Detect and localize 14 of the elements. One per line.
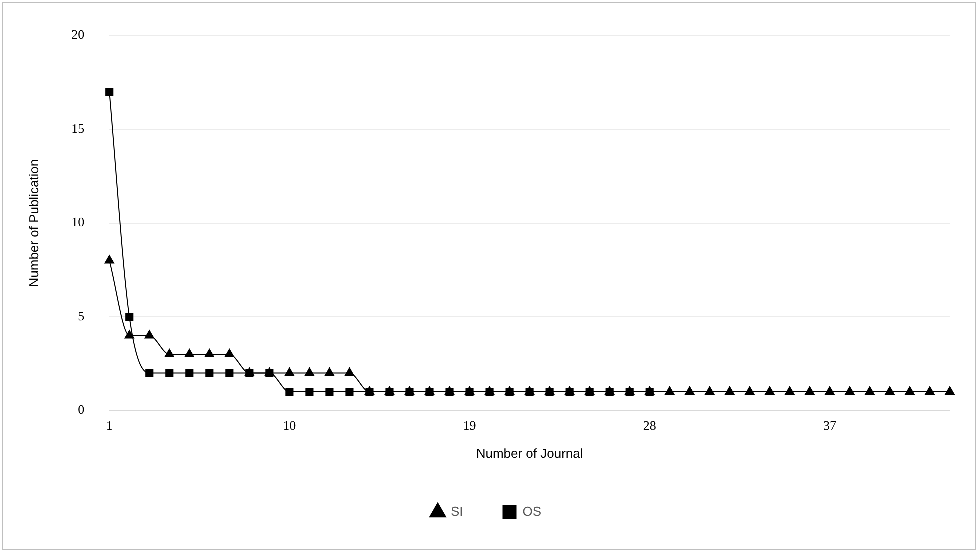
x-tick-label: 19 — [463, 418, 476, 434]
legend-label: SI — [450, 504, 464, 520]
x-tick-label: 10 — [283, 418, 296, 434]
y-tick-label: 10 — [72, 214, 85, 230]
y-tick-label: 20 — [72, 27, 85, 42]
y-tick-label: 0 — [78, 402, 85, 418]
y-tick-label: 5 — [78, 308, 85, 324]
legend-label: OS — [522, 504, 542, 520]
y-axis-title: Number of Publication — [26, 159, 42, 288]
y-tick-label: 15 — [72, 120, 85, 136]
x-axis-title: Number of Journal — [476, 446, 584, 461]
x-tick-label: 37 — [823, 418, 837, 434]
x-tick-label: 28 — [643, 418, 656, 434]
x-tick-label: 1 — [106, 418, 113, 434]
